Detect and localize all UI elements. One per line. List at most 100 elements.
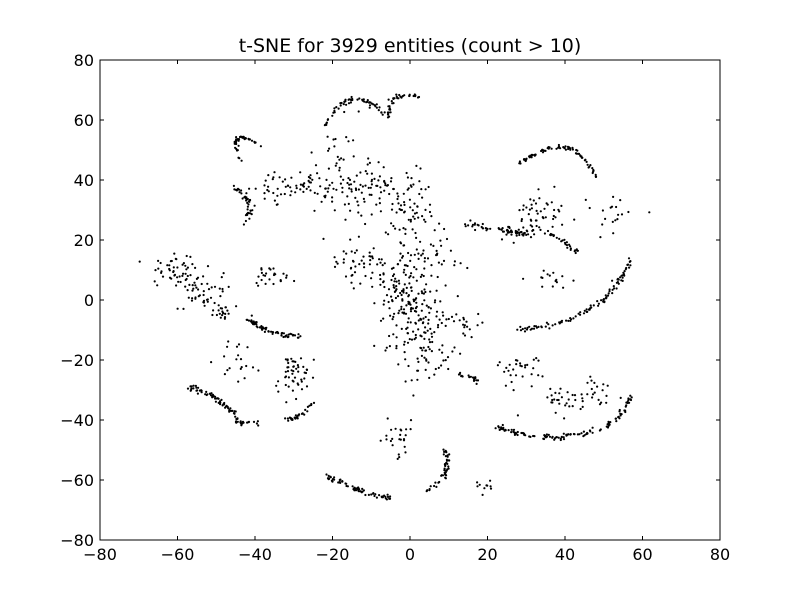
data-point (350, 281, 353, 284)
data-point (357, 211, 360, 214)
y-tick-label: 80 (74, 51, 94, 70)
data-point (210, 394, 214, 397)
data-point (548, 274, 551, 277)
data-point (413, 338, 416, 341)
data-point (353, 180, 356, 183)
data-point (444, 449, 447, 452)
data-point (403, 445, 406, 448)
data-point (352, 488, 355, 491)
data-point (350, 95, 353, 99)
data-point (532, 358, 535, 361)
data-point (476, 223, 479, 226)
data-point (359, 282, 362, 285)
data-point (417, 292, 420, 295)
data-point (629, 398, 632, 401)
data-point (521, 327, 524, 331)
data-point (347, 140, 350, 143)
data-point (226, 345, 229, 348)
data-point (387, 233, 390, 236)
data-point (465, 320, 468, 323)
data-point (356, 98, 359, 101)
data-point (385, 294, 389, 297)
data-point (350, 99, 353, 102)
data-point (264, 282, 267, 285)
data-point (282, 272, 285, 275)
data-point (360, 259, 363, 262)
x-tick-label: 80 (710, 545, 730, 564)
data-point (403, 210, 406, 213)
data-point (362, 255, 365, 258)
data-point (386, 113, 390, 116)
data-point (348, 187, 351, 190)
data-point (381, 113, 384, 116)
scatter-points (138, 93, 651, 501)
data-point (414, 94, 417, 97)
data-point (272, 191, 275, 195)
data-point (541, 375, 544, 378)
data-point (586, 393, 589, 396)
data-point (237, 156, 240, 159)
data-point (415, 248, 418, 251)
data-point (427, 306, 430, 309)
data-point (279, 280, 282, 283)
data-point (226, 369, 229, 372)
data-point (397, 195, 400, 198)
data-point (482, 227, 485, 230)
data-point (627, 263, 630, 266)
data-point (428, 341, 432, 344)
data-point (189, 274, 192, 277)
data-point (299, 171, 302, 174)
data-point (434, 299, 437, 302)
data-point (626, 401, 629, 405)
data-point (440, 321, 443, 325)
data-point (423, 288, 426, 291)
data-point (428, 376, 431, 379)
data-point (284, 375, 288, 378)
data-point (192, 387, 195, 390)
data-point (357, 110, 360, 113)
data-point (441, 311, 444, 314)
data-point (405, 292, 408, 295)
data-point (530, 373, 533, 376)
x-tick-label: −60 (161, 545, 195, 564)
data-point (287, 385, 290, 388)
data-point (417, 328, 420, 331)
data-point (413, 202, 416, 205)
data-point (425, 358, 428, 361)
data-point (383, 299, 386, 302)
data-point (395, 93, 398, 96)
data-point (398, 456, 401, 459)
data-point (238, 191, 241, 194)
data-point (285, 274, 288, 277)
data-point (263, 197, 266, 200)
data-point (605, 401, 608, 404)
data-point (364, 274, 367, 278)
data-point (345, 252, 348, 255)
data-point (420, 290, 423, 293)
data-point (400, 305, 403, 308)
data-point (499, 428, 502, 431)
data-point (424, 208, 427, 211)
data-point (342, 103, 345, 106)
data-point (345, 136, 348, 139)
data-point (189, 385, 192, 388)
data-point (380, 496, 384, 499)
data-point (371, 271, 374, 274)
data-point (376, 263, 379, 266)
data-point (186, 289, 189, 292)
data-point (267, 185, 270, 188)
data-point (539, 228, 542, 231)
data-point (340, 157, 343, 160)
data-point (257, 369, 260, 372)
data-point (235, 305, 238, 308)
data-point (523, 330, 527, 333)
data-point (629, 394, 632, 397)
data-point (342, 258, 345, 261)
data-point (478, 483, 481, 486)
data-point (382, 272, 385, 275)
data-point (277, 390, 280, 393)
data-point (416, 205, 419, 208)
data-point (195, 386, 198, 389)
data-point (221, 287, 224, 291)
data-point (334, 164, 337, 167)
